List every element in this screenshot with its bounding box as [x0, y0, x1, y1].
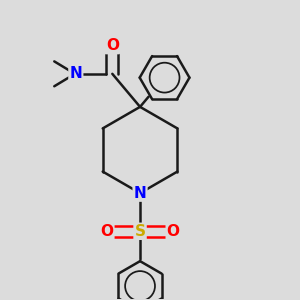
Text: O: O	[167, 224, 180, 239]
Text: N: N	[69, 66, 82, 81]
Text: N: N	[134, 186, 146, 201]
Text: O: O	[100, 224, 113, 239]
Text: O: O	[106, 38, 119, 53]
Text: S: S	[134, 224, 146, 239]
